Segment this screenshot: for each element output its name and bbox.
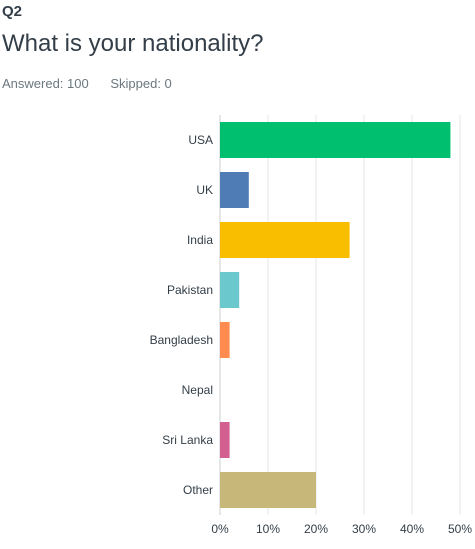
x-tick-label: 0% <box>211 522 229 536</box>
category-label: India <box>187 233 213 247</box>
category-label: Other <box>183 483 213 497</box>
x-tick-label: 40% <box>400 522 424 536</box>
question-title: What is your nationality? <box>2 30 264 57</box>
category-label: USA <box>188 133 213 147</box>
x-tick-label: 20% <box>304 522 328 536</box>
category-label: Pakistan <box>167 283 213 297</box>
category-label: Nepal <box>182 383 213 397</box>
bar-pakistan <box>220 272 240 308</box>
answered-count: Answered: 100 <box>2 76 89 91</box>
bar-bangladesh <box>220 322 230 358</box>
x-tick-label: 50% <box>448 522 472 536</box>
response-stats: Answered: 100 Skipped: 0 <box>2 76 190 91</box>
question-number: Q2 <box>2 3 23 20</box>
bar-sri-lanka <box>220 422 230 458</box>
bar-other <box>220 472 316 508</box>
category-label: Sri Lanka <box>162 433 213 447</box>
x-tick-label: 10% <box>256 522 280 536</box>
skipped-count: Skipped: 0 <box>110 76 172 91</box>
x-tick-label: 30% <box>352 522 376 536</box>
category-label: UK <box>196 183 213 197</box>
category-label: Bangladesh <box>150 333 213 347</box>
bar-uk <box>220 172 249 208</box>
bar-india <box>220 222 350 258</box>
bar-usa <box>220 122 451 158</box>
